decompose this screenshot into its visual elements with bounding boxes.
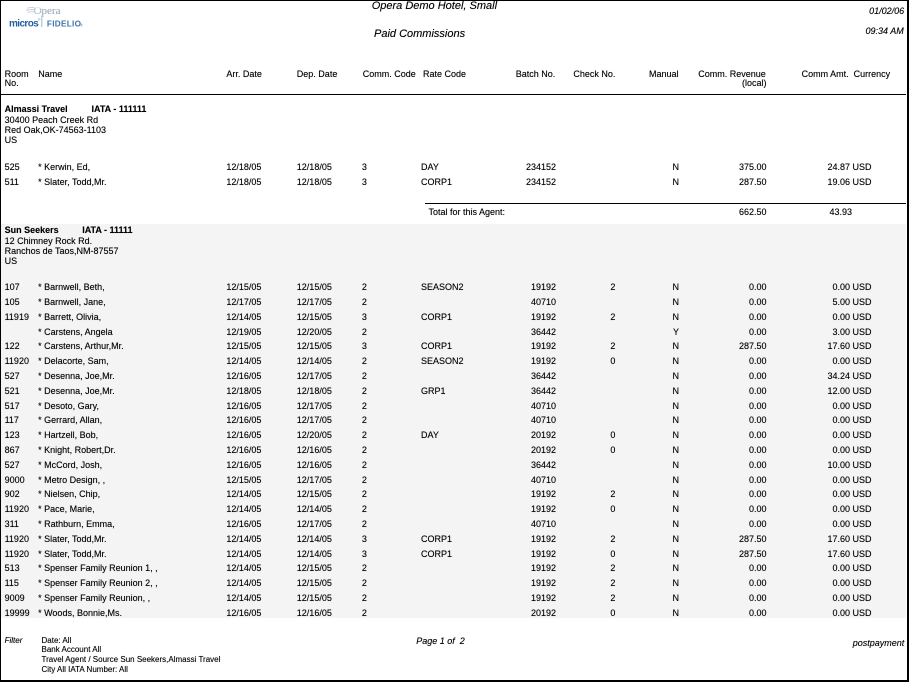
svg-text:micros: micros: [9, 19, 39, 30]
svg-text:®: ®: [38, 18, 41, 22]
svg-text:FIDELIO: FIDELIO: [47, 20, 82, 29]
svg-text:®: ®: [80, 23, 83, 27]
svg-text:Opera: Opera: [34, 5, 61, 17]
